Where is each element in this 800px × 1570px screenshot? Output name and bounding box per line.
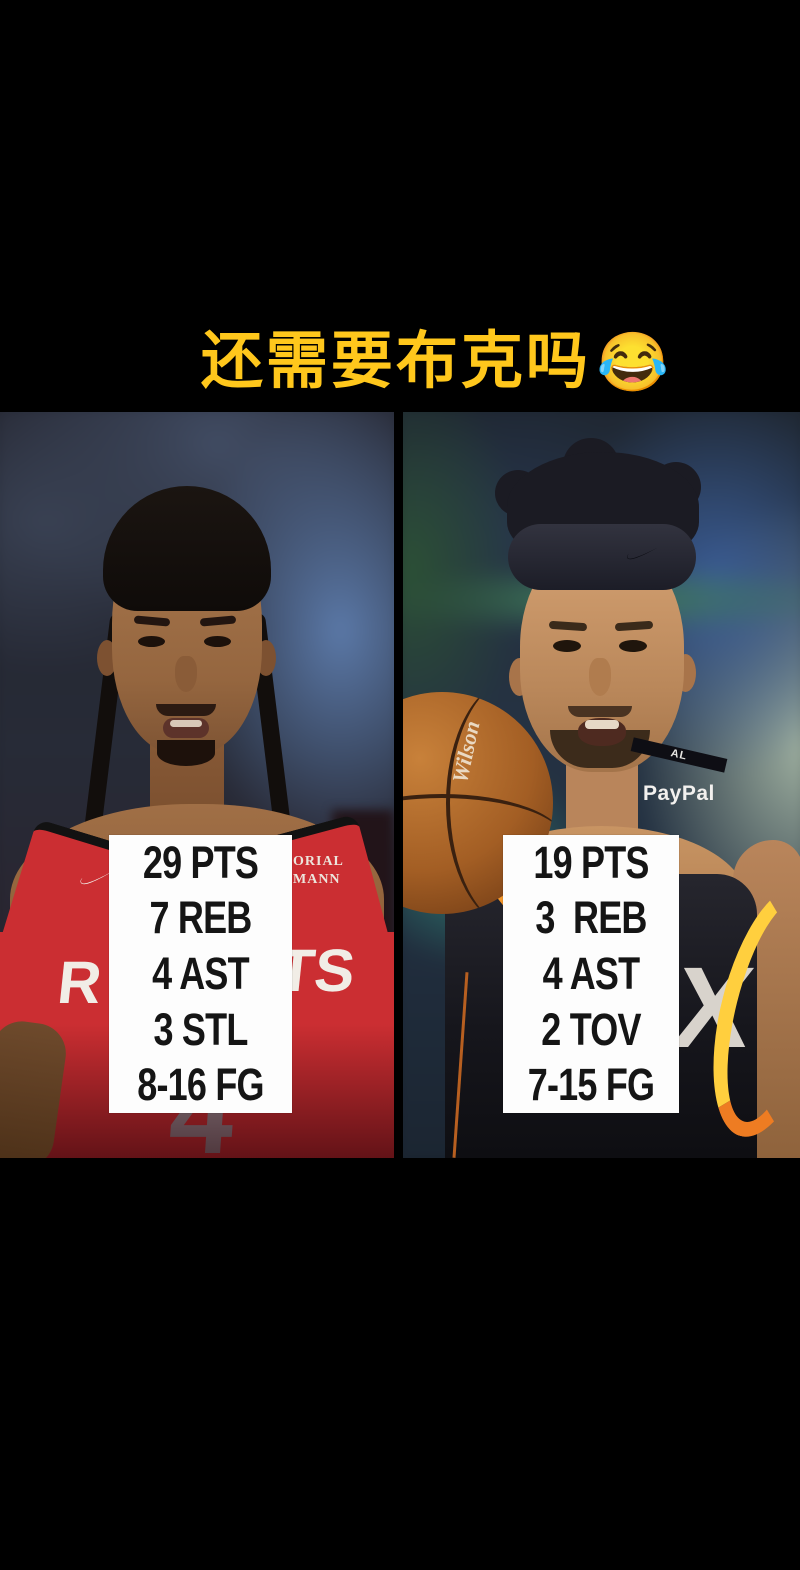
photo-comparison: ORIAL MANN R TS 4 29 PTS 7 REB 4 AST 3 S… xyxy=(0,412,800,1158)
stat-line: 8-16 FG xyxy=(137,1059,264,1111)
sponsor-line: MANN xyxy=(293,872,341,887)
photo-divider xyxy=(394,412,403,1158)
player-nose xyxy=(589,658,611,696)
player-chin-beard xyxy=(157,740,215,766)
stat-line: 4 AST xyxy=(542,947,640,999)
jersey-wordmark-left: R xyxy=(54,949,105,1016)
stat-line: 4 AST xyxy=(152,947,249,999)
player-nose xyxy=(175,656,197,692)
player-teeth xyxy=(585,720,619,729)
jersey-sponsor-paypal: PayPal xyxy=(643,782,715,805)
stat-line: 3 REB xyxy=(535,892,647,944)
player-mustache xyxy=(568,706,632,717)
player-teeth xyxy=(170,720,202,727)
bottom-black-bar xyxy=(0,1158,800,1570)
player-eye xyxy=(204,636,231,647)
stat-line: 7 REB xyxy=(149,892,252,944)
player-mustache xyxy=(156,704,216,716)
stat-line: 19 PTS xyxy=(533,836,649,888)
basketball-seam xyxy=(403,794,553,887)
photo-left-rockets-player: ORIAL MANN R TS 4 29 PTS 7 REB 4 AST 3 S… xyxy=(0,412,394,1158)
collar-text: AL xyxy=(669,747,689,763)
stat-line: 29 PTS xyxy=(142,836,259,888)
title-text: 还需要布克吗 xyxy=(200,327,591,396)
sponsor-line: ORIAL xyxy=(293,854,344,869)
jersey-sponsor-patch: ORIAL MANN xyxy=(293,853,344,889)
player-hair xyxy=(103,486,271,611)
page-title: 还需要布克吗 😂 xyxy=(0,318,800,406)
player-eye xyxy=(138,636,165,647)
stat-line: 2 TOV xyxy=(541,1003,641,1055)
stat-card-left: 29 PTS 7 REB 4 AST 3 STL 8-16 FG xyxy=(109,835,292,1113)
nike-headband xyxy=(508,524,696,590)
stat-line: 7-15 FG xyxy=(527,1059,655,1111)
photo-right-suns-player: AL PayPal X Wilson 19 PTS 3 REB 4 AST 2 … xyxy=(403,412,800,1158)
laughing-emoji-icon: 😂 xyxy=(596,330,670,395)
player-eye xyxy=(619,640,647,652)
stat-line: 3 STL xyxy=(153,1003,248,1055)
player-eye xyxy=(553,640,581,652)
stat-card-right: 19 PTS 3 REB 4 AST 2 TOV 7-15 FG xyxy=(503,835,679,1113)
